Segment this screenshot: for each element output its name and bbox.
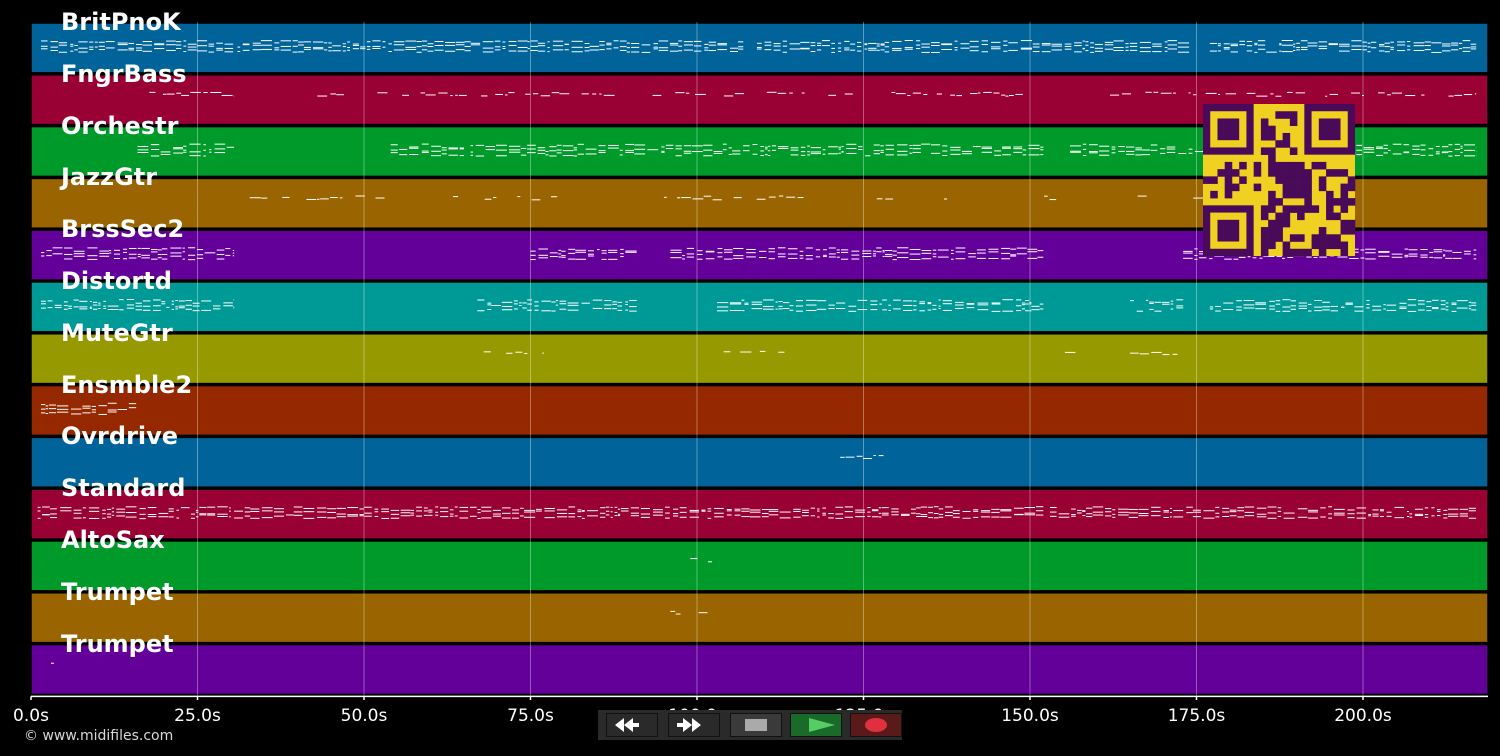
rewind-button[interactable] [606, 713, 658, 737]
track-notes [690, 558, 712, 563]
track-lane [30, 384, 1489, 437]
track-label: Standard [61, 474, 186, 503]
tick-label: 50.0s [340, 706, 388, 726]
qr-code-icon [1203, 104, 1356, 257]
track-lane [30, 592, 1489, 644]
track-notes [483, 350, 1178, 356]
track-lane [30, 436, 1489, 488]
fast-forward-button[interactable] [668, 713, 720, 737]
stop-button[interactable] [730, 713, 782, 737]
track-label: Trumpet [61, 629, 174, 658]
track-label: Trumpet [61, 577, 174, 606]
track-label: Distortd [61, 267, 172, 295]
track-lanes [30, 22, 1489, 700]
rewind-icon [615, 718, 639, 732]
track-lane [30, 643, 1489, 696]
track-notes [40, 402, 137, 415]
track-notes [149, 91, 1477, 97]
track-notes [840, 454, 884, 460]
track-label: Orchestr [61, 111, 179, 140]
track-lane [30, 488, 1489, 540]
track-label: FngrBass [61, 59, 187, 88]
record-icon [865, 718, 887, 732]
track-label: AltoSax [61, 526, 165, 554]
tick-label: 25.0s [174, 706, 221, 726]
play-button[interactable] [790, 713, 842, 737]
copyright-text: © www.midifiles.com [24, 728, 174, 744]
track-label: JazzGtr [61, 163, 158, 192]
track-notes [40, 247, 1477, 261]
track-label: BrssSec2 [61, 215, 185, 244]
record-button[interactable] [850, 713, 902, 737]
track-label: Ovrdrive [61, 422, 179, 451]
track-lane [30, 333, 1489, 385]
track-label: Ensmble2 [61, 370, 193, 399]
track-notes [40, 299, 1477, 312]
stop-icon [745, 719, 767, 731]
tick-label: 75.0s [507, 706, 554, 726]
track-notes [37, 506, 1476, 520]
track-label: BritPnoK [61, 8, 181, 36]
track-label: MuteGtr [61, 318, 173, 347]
fast-forward-icon [677, 718, 701, 732]
track-lane [30, 281, 1489, 333]
track-notes [670, 610, 708, 615]
track-notes [249, 195, 1204, 201]
tick-label: 0.0s [13, 706, 49, 726]
tick-label: 175.0s [1167, 706, 1226, 726]
play-icon [809, 718, 835, 732]
track-lane [30, 540, 1489, 592]
tick-label: 150.0s [1001, 706, 1059, 726]
transport-controls [598, 710, 902, 740]
track-notes [40, 39, 1477, 53]
tick-label: 200.0s [1334, 706, 1392, 726]
